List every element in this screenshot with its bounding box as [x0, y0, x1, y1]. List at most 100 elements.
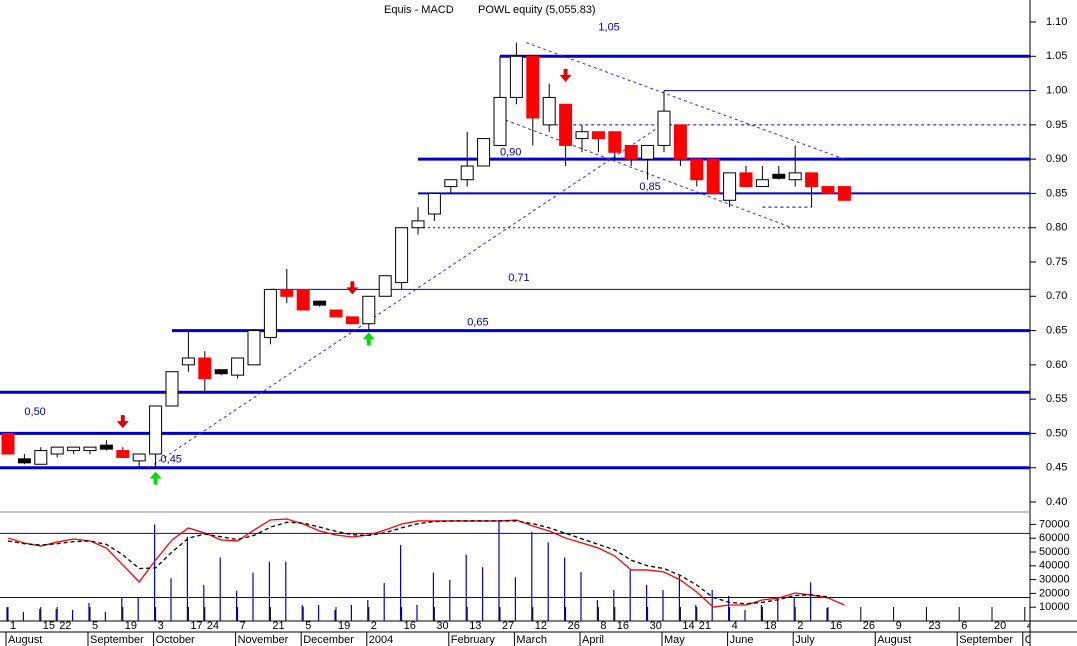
y-tick-label: 0.45: [1046, 462, 1067, 474]
y-tick-label: 0.95: [1046, 119, 1067, 131]
y-tick-label: 10000: [1039, 601, 1070, 613]
y-tick-label: 0.55: [1046, 393, 1067, 405]
y-tick-label: 0.65: [1046, 324, 1067, 336]
candle-body: [34, 450, 48, 465]
candle-body: [345, 316, 359, 325]
x-tick-label: 13: [469, 620, 481, 632]
candle-body: [427, 192, 441, 215]
chart-subtitle: POWL equity (5,055.83): [478, 4, 596, 16]
candle-body: [165, 371, 179, 407]
y-tick-label: 1.10: [1046, 16, 1067, 28]
candle-body: [624, 144, 638, 160]
buy-arrow: [362, 332, 375, 346]
candle-body: [723, 172, 737, 201]
candle-body: [313, 300, 327, 306]
x-tick-label: 17: [190, 620, 202, 632]
x-tick-label: 16: [617, 620, 629, 632]
x-tick-label: 30: [436, 620, 448, 632]
y-tick-label: 30000: [1039, 574, 1070, 586]
month-label: May: [664, 634, 685, 646]
plot: 1,050,900,850,710,650,500,451 15 22 5 19 3 17 2…: [0, 22, 1064, 646]
x-tick-label: 2: [797, 620, 803, 632]
trend-line: [526, 42, 845, 160]
candle-body: [509, 55, 523, 98]
candle-body: [460, 165, 474, 181]
candle-body: [411, 220, 425, 229]
candle-body: [132, 453, 146, 462]
month-label: August: [877, 634, 911, 646]
axes: 1.10 1.05 1.00 0.95 0.90 0.85 0.80 0.75 0.70 0.65…: [1030, 16, 1070, 613]
y-tick-label: 0.40: [1046, 496, 1067, 508]
x-tick-label: 5: [305, 620, 311, 632]
month-label: April: [582, 634, 604, 646]
candle-body: [477, 138, 491, 167]
x-tick-label: 4: [1027, 620, 1033, 632]
x-tick-label: 24: [207, 620, 219, 632]
candle-body: [772, 173, 786, 179]
candle-body: [608, 131, 622, 153]
y-tick-label: 0.60: [1046, 359, 1067, 371]
candle-body: [280, 288, 294, 297]
x-tick-label: 20: [994, 620, 1006, 632]
month-label: June: [730, 634, 754, 646]
y-tick-label: 60000: [1039, 532, 1070, 544]
y-tick-label: 1.05: [1046, 50, 1067, 62]
x-tick-label: 6: [961, 620, 967, 632]
candle-body: [198, 357, 212, 380]
candle-body: [116, 450, 130, 458]
y-tick-label: 50000: [1039, 546, 1070, 558]
candle-body: [263, 288, 277, 338]
macd-line: [7, 518, 845, 608]
candle-body: [231, 357, 245, 376]
candle-body: [50, 446, 64, 455]
candle-body: [83, 446, 97, 452]
candle-body: [575, 131, 589, 140]
candle-body: [1, 432, 15, 455]
candle-body: [657, 110, 671, 146]
y-tick-label: 40000: [1039, 560, 1070, 572]
candle-body: [591, 131, 605, 140]
month-label: February: [451, 634, 496, 646]
sell-arrow: [346, 281, 359, 295]
candle-body: [493, 96, 507, 146]
y-tick-label: 0.75: [1046, 256, 1067, 268]
x-tick-label: 7: [240, 620, 246, 632]
month-label: September: [90, 634, 144, 646]
candle-body: [362, 295, 376, 325]
month-label: October: [1025, 634, 1064, 646]
sell-arrow: [116, 415, 129, 429]
x-tick-label: 18: [764, 620, 776, 632]
annotation: 0,71: [508, 272, 529, 284]
x-tick-label: 4: [732, 620, 738, 632]
candle-body: [739, 172, 753, 188]
y-tick-label: 0.90: [1046, 153, 1067, 165]
annotation: 1,05: [598, 22, 619, 34]
x-tick-label: 1: [10, 620, 16, 632]
candle-body: [296, 288, 310, 311]
candle-body: [542, 96, 556, 126]
buy-arrow: [149, 471, 162, 485]
candle-body: [247, 330, 261, 366]
x-tick-label: 23: [928, 620, 940, 632]
candle-body: [395, 227, 409, 284]
candle-body: [99, 444, 113, 450]
annotation: 0,50: [24, 406, 45, 418]
annotation: 0,85: [639, 181, 660, 193]
y-tick-label: 20000: [1039, 587, 1070, 599]
x-tick-label: 8: [600, 620, 606, 632]
candle-body: [837, 186, 851, 201]
x-tick-label: 21: [699, 620, 711, 632]
y-tick-label: 0.50: [1046, 427, 1067, 439]
x-tick-label: 27: [502, 620, 514, 632]
x-tick-label: 30: [650, 620, 662, 632]
x-tick-label: 26: [568, 620, 580, 632]
x-tick-label: 3: [158, 620, 164, 632]
x-tick-label: 22: [59, 620, 71, 632]
x-tick-label: 19: [125, 620, 137, 632]
y-tick-label: 0.70: [1046, 290, 1067, 302]
candle-body: [755, 179, 769, 188]
candle-body: [526, 55, 540, 119]
x-tick-label: 9: [896, 620, 902, 632]
x-tick-label: 14: [682, 620, 694, 632]
